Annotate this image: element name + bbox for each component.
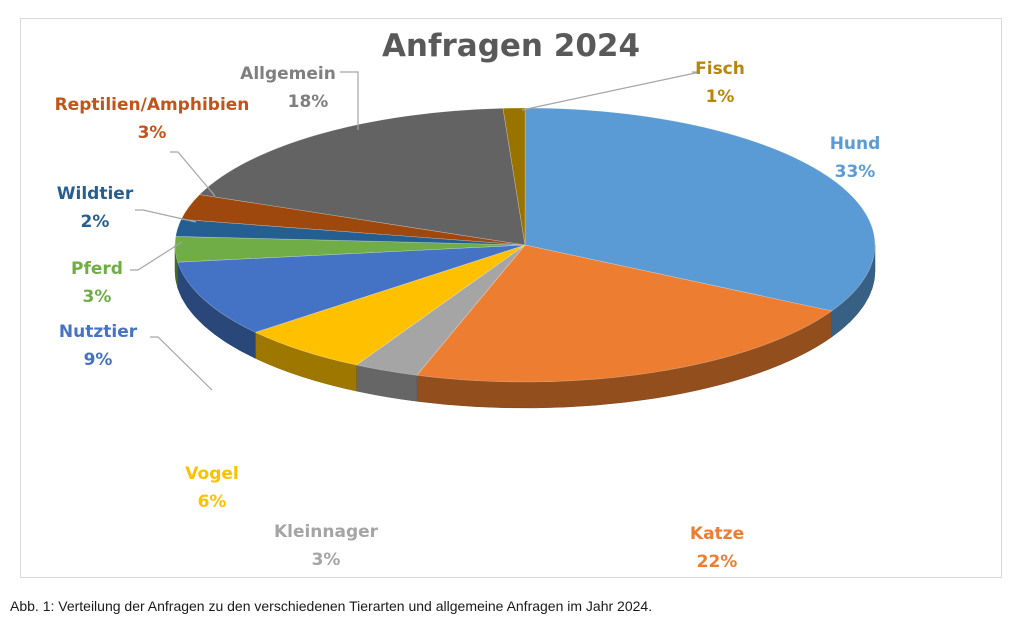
label-name-fisch: Fisch xyxy=(695,59,745,79)
label-pferd: Pferd 3% xyxy=(71,255,123,311)
label-name-kleinnager: Kleinnager xyxy=(273,522,379,542)
pie-slice-pferd xyxy=(174,236,526,263)
chart-title: Anfragen 2024 xyxy=(381,28,641,64)
label-wildtier: Wildtier 2% xyxy=(57,180,133,236)
leader-lines xyxy=(130,71,701,391)
label-reptilien-amphibien: Reptilien/Amphibien 3% xyxy=(55,91,250,147)
label-value-allgemein: 18% xyxy=(287,92,329,112)
label-value-vogel: 6% xyxy=(197,492,227,512)
label-name-nutztier: Nutztier xyxy=(58,322,138,342)
label-value-kleinnager: 3% xyxy=(311,550,341,570)
pie-slice-kleinnager xyxy=(355,244,526,376)
label-kleinnager: Kleinnager 3% xyxy=(274,518,378,574)
label-value-nutztier: 9% xyxy=(83,350,113,370)
label-hund: Hund 33% xyxy=(830,130,881,186)
figure-caption: Abb. 1: Verteilung der Anfragen zu den v… xyxy=(10,598,653,614)
label-value-fisch: 1% xyxy=(705,87,735,107)
label-name-vogel: Vogel xyxy=(185,464,239,484)
label-value-reptilien-amphibien: 3% xyxy=(137,123,167,143)
label-name-katze: Katze xyxy=(689,524,745,544)
pie-slice-vogel xyxy=(254,244,526,366)
leader-line-fisch xyxy=(521,71,701,111)
pie-slice-katze xyxy=(416,244,833,383)
label-name-pferd: Pferd xyxy=(71,259,123,279)
pie-slices xyxy=(174,107,876,383)
pie-slice-hund xyxy=(524,107,876,312)
label-value-katze: 22% xyxy=(696,552,738,572)
label-value-hund: 33% xyxy=(834,162,876,182)
label-fisch: Fisch 1% xyxy=(695,55,745,111)
leader-line-nutztier xyxy=(150,336,213,391)
label-allgemein: Allgemein 18% xyxy=(240,60,336,116)
leader-line-allgemein xyxy=(340,71,359,130)
leader-line-wildtier xyxy=(135,209,197,223)
label-value-wildtier: 2% xyxy=(80,212,110,232)
pie-slice-wildtier xyxy=(175,219,526,246)
label-name-hund: Hund xyxy=(829,134,881,154)
label-name-reptilien-amphibien: Reptilien/Amphibien xyxy=(54,95,250,115)
pie-slice-reptilien-amphibien xyxy=(180,194,526,246)
label-vogel: Vogel 6% xyxy=(185,460,238,516)
pie-slice-fisch xyxy=(502,107,526,246)
label-name-allgemein: Allgemein xyxy=(240,64,336,84)
leader-line-reptilien-amphibien xyxy=(170,151,216,197)
label-name-wildtier: Wildtier xyxy=(56,184,134,204)
label-katze: Katze 22% xyxy=(690,520,744,576)
label-value-pferd: 3% xyxy=(82,287,112,307)
label-nutztier: Nutztier 9% xyxy=(59,318,137,374)
leader-line-pferd xyxy=(130,241,183,271)
pie-slice-nutztier xyxy=(177,244,526,333)
pie-slice-allgemein xyxy=(198,107,526,246)
